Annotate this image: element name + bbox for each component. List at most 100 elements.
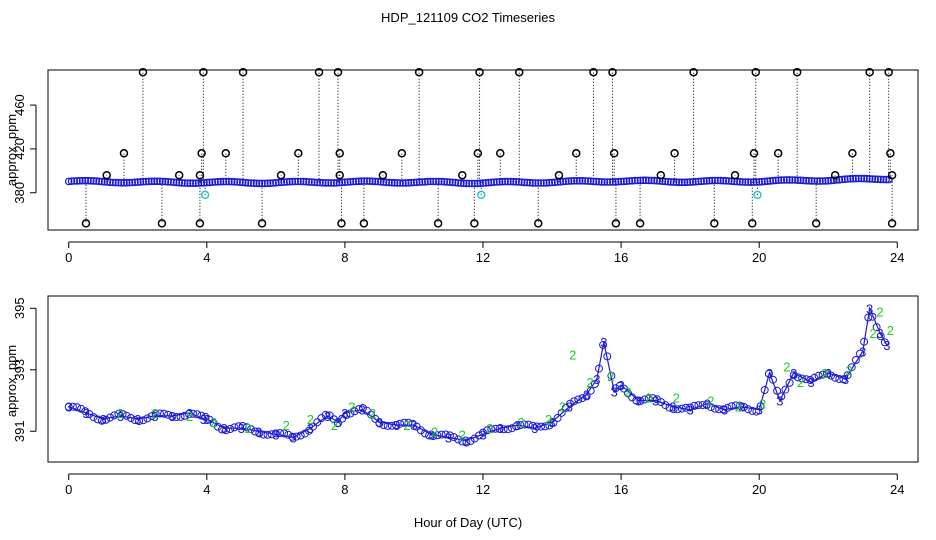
flagged-low-point xyxy=(81,219,91,228)
series-o-point xyxy=(532,422,541,431)
series-o-point xyxy=(458,437,467,446)
series-o-point xyxy=(392,421,400,429)
blue-point xyxy=(481,179,490,187)
blue-point xyxy=(216,177,225,186)
series-o-point xyxy=(590,380,599,388)
bottom-x-tick-label: 16 xyxy=(614,482,628,497)
series-o-point xyxy=(818,370,827,379)
blue-point xyxy=(545,178,554,187)
series-o-point xyxy=(624,389,632,398)
series-o-point xyxy=(367,410,376,419)
series-o-point xyxy=(578,394,587,403)
series-o-point xyxy=(661,401,670,410)
blue-point xyxy=(111,178,120,187)
blue-point xyxy=(338,178,346,187)
blue-point xyxy=(399,179,407,187)
blue-point xyxy=(780,176,788,184)
series-o-point xyxy=(487,425,496,434)
series-o-point xyxy=(557,408,566,417)
flagged-low-point xyxy=(710,219,719,228)
blue-point xyxy=(736,178,744,186)
series-o-point xyxy=(408,419,417,428)
series-o-point xyxy=(669,405,678,414)
flagged-mid-point xyxy=(773,149,783,158)
bottom-y-tick-label: 391 xyxy=(12,420,27,442)
series-o-point xyxy=(831,373,840,382)
series-o-point xyxy=(222,426,231,435)
series-o-point xyxy=(197,411,206,420)
flagged-mid-point xyxy=(496,149,505,158)
series-o-point xyxy=(561,403,570,412)
blue-point xyxy=(233,178,242,186)
series-3-marker: 3 xyxy=(704,397,711,412)
blue-point xyxy=(462,179,471,188)
blue-point xyxy=(622,177,631,186)
series-o-point xyxy=(690,401,699,410)
series-o-point xyxy=(574,395,583,404)
blue-point xyxy=(597,178,606,186)
series-o-point xyxy=(851,356,860,364)
series-3-marker: 3 xyxy=(635,394,642,409)
series-o-point xyxy=(276,429,284,437)
series-o-point xyxy=(396,419,405,428)
series-o-point xyxy=(350,407,359,416)
series-2-marker: 2 xyxy=(870,326,877,341)
series-3-marker: 3 xyxy=(531,421,538,436)
blue-point xyxy=(410,178,418,187)
figure-title: HDP_121109 CO2 Timeseries xyxy=(381,10,555,25)
blue-point xyxy=(316,178,324,187)
blue-point xyxy=(183,179,192,188)
blue-point xyxy=(321,179,330,187)
blue-point xyxy=(849,174,857,183)
blue-point xyxy=(528,179,537,187)
blue-point xyxy=(252,179,261,188)
blue-point xyxy=(766,177,775,185)
series-o-point xyxy=(491,424,500,433)
blue-point xyxy=(368,177,377,186)
blue-point xyxy=(117,179,126,187)
blue-point xyxy=(636,176,645,185)
blue-point xyxy=(835,176,844,184)
series-o-point xyxy=(760,386,769,394)
blue-point xyxy=(153,177,161,186)
blue-point xyxy=(67,177,76,186)
series-2-marker: 2 xyxy=(876,304,883,319)
bottom-x-tick-label: 0 xyxy=(65,482,72,497)
blue-point xyxy=(451,178,460,187)
blue-point xyxy=(871,175,880,184)
top-y-axis-label: approx. ppm xyxy=(4,114,19,186)
series-o-point xyxy=(64,402,73,411)
series-3-marker: 3 xyxy=(238,421,245,436)
series-3-marker: 3 xyxy=(307,421,314,436)
series-o-point xyxy=(284,430,293,439)
x-axis-label: Hour of Day (UTC) xyxy=(414,515,522,530)
flagged-low-point xyxy=(533,219,543,228)
series-2-marker: 2 xyxy=(486,421,493,436)
blue-point xyxy=(785,176,794,184)
blue-point xyxy=(774,176,783,185)
series-o-point xyxy=(706,403,715,412)
blue-point xyxy=(672,178,681,187)
cyan-point xyxy=(200,190,210,200)
blue-point xyxy=(260,179,269,188)
blue-point xyxy=(255,179,264,188)
flagged-low-point xyxy=(611,219,621,228)
blue-point xyxy=(542,179,551,187)
series-o-point xyxy=(798,374,806,383)
blue-point xyxy=(145,177,153,186)
blue-point xyxy=(882,175,891,184)
blue-point xyxy=(727,177,736,186)
series-3-marker: 3 xyxy=(255,424,262,439)
blue-point xyxy=(548,178,556,187)
series-3-marker: 3 xyxy=(883,338,890,353)
series-o-point xyxy=(474,431,483,440)
series-o-point xyxy=(735,401,744,410)
blue-point xyxy=(128,178,137,187)
series-o-point xyxy=(143,414,152,423)
flagged-high-point xyxy=(884,67,893,77)
series-o-point xyxy=(570,397,579,406)
series-o-point xyxy=(512,422,521,431)
blue-point xyxy=(81,176,90,185)
series-3-marker: 3 xyxy=(100,412,107,427)
blue-point xyxy=(310,178,319,187)
